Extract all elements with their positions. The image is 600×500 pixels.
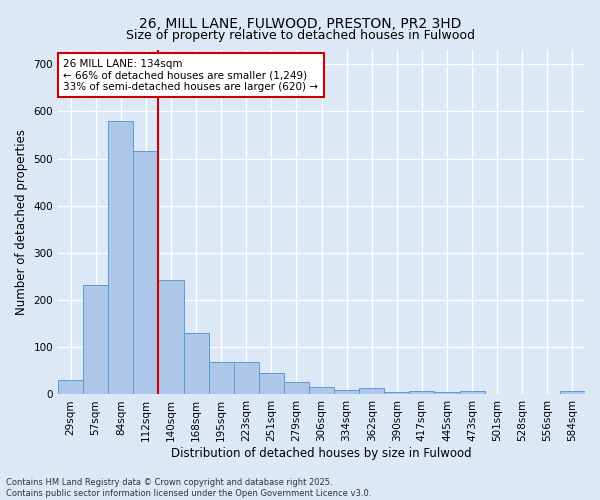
Bar — [58, 380, 83, 394]
Bar — [384, 392, 409, 394]
Bar — [233, 362, 259, 394]
Bar — [334, 390, 359, 394]
Bar — [460, 390, 485, 394]
Bar — [284, 382, 309, 394]
Bar — [434, 392, 460, 394]
Text: 26, MILL LANE, FULWOOD, PRESTON, PR2 3HD: 26, MILL LANE, FULWOOD, PRESTON, PR2 3HD — [139, 18, 461, 32]
Text: 26 MILL LANE: 134sqm
← 66% of detached houses are smaller (1,249)
33% of semi-de: 26 MILL LANE: 134sqm ← 66% of detached h… — [64, 58, 319, 92]
Bar — [83, 285, 108, 395]
Text: Size of property relative to detached houses in Fulwood: Size of property relative to detached ho… — [125, 29, 475, 42]
Bar — [560, 390, 585, 394]
Bar — [259, 373, 284, 394]
Bar — [108, 121, 133, 394]
Bar — [184, 333, 209, 394]
Bar — [359, 388, 384, 394]
Bar — [309, 388, 334, 394]
Bar — [409, 391, 434, 394]
Bar — [133, 152, 158, 394]
Bar — [158, 280, 184, 394]
Bar — [209, 362, 233, 394]
Text: Contains HM Land Registry data © Crown copyright and database right 2025.
Contai: Contains HM Land Registry data © Crown c… — [6, 478, 371, 498]
X-axis label: Distribution of detached houses by size in Fulwood: Distribution of detached houses by size … — [171, 447, 472, 460]
Y-axis label: Number of detached properties: Number of detached properties — [15, 129, 28, 315]
